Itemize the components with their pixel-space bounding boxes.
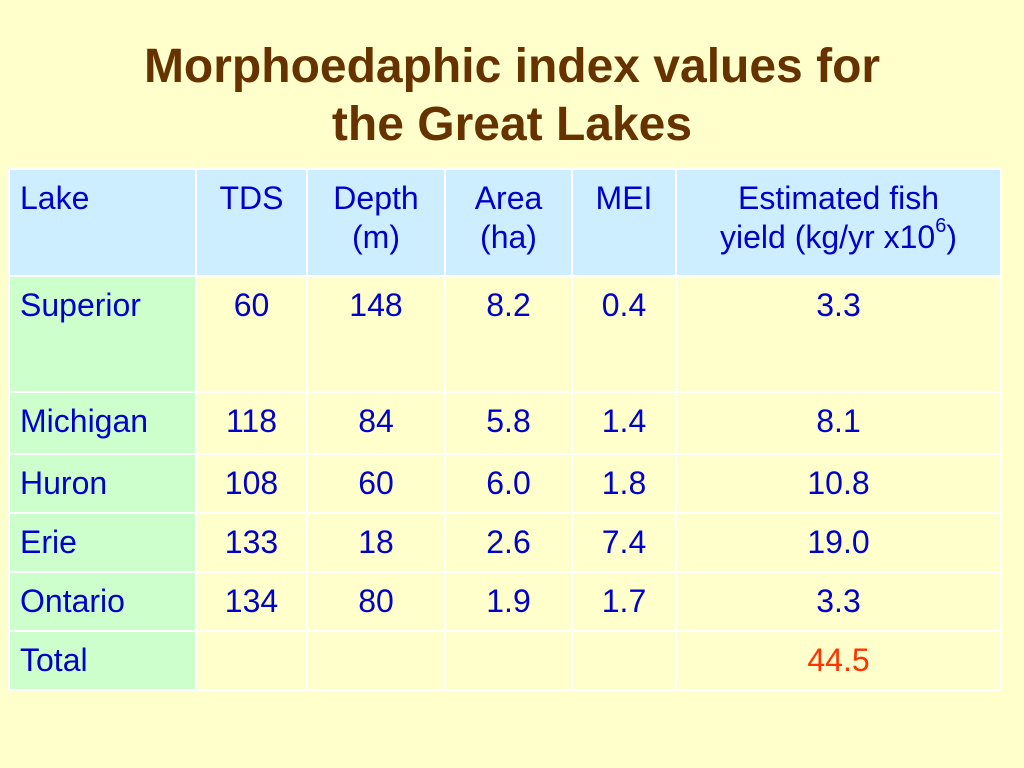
header-yield-line-1: Estimated fish: [738, 180, 939, 216]
cell-yield: 8.1: [675, 391, 1002, 455]
slide-title-line-1: Morphoedaphic index values for: [143, 40, 881, 93]
table-row-superior: Superior 60 148 8.2 0.4 3.3: [8, 275, 1002, 393]
slide-title: Morphoedaphic index values for the Great…: [0, 38, 1024, 154]
cell-mei: 1.4: [571, 391, 677, 455]
cell-mei: 1.8: [571, 453, 677, 514]
header-area-line-2: (ha): [480, 219, 537, 255]
table-row-erie: Erie 133 18 2.6 7.4 19.0: [8, 512, 1002, 573]
cell-depth: 18: [306, 512, 446, 573]
cell-area: 8.2: [444, 275, 573, 393]
header-yield-line-2-prefix: yield (kg/yr x10: [720, 219, 936, 255]
cell-lake: Erie: [8, 512, 197, 573]
cell-yield: 10.8: [675, 453, 1002, 514]
cell-total-yield: 44.5: [675, 630, 1002, 691]
cell-depth: 148: [306, 275, 446, 393]
cell-tds: 133: [195, 512, 308, 573]
cell-total-depth: [306, 630, 446, 691]
table-row-total: Total 44.5: [8, 630, 1002, 691]
header-mei: MEI: [571, 168, 677, 277]
cell-mei: 7.4: [571, 512, 677, 573]
header-yield-line-2-suffix: ): [946, 219, 957, 255]
cell-mei: 1.7: [571, 571, 677, 632]
cell-tds: 118: [195, 391, 308, 455]
cell-total-tds: [195, 630, 308, 691]
cell-area: 2.6: [444, 512, 573, 573]
cell-area: 1.9: [444, 571, 573, 632]
cell-tds: 108: [195, 453, 308, 514]
cell-lake: Superior: [8, 275, 197, 393]
cell-yield: 3.3: [675, 571, 1002, 632]
header-depth-line-2: (m): [352, 219, 400, 255]
great-lakes-table: Lake TDS Depth (m) Area (ha) MEI Estimat…: [8, 168, 1002, 691]
cell-yield: 19.0: [675, 512, 1002, 573]
cell-depth: 80: [306, 571, 446, 632]
cell-lake: Ontario: [8, 571, 197, 632]
table-row-huron: Huron 108 60 6.0 1.8 10.8: [8, 453, 1002, 514]
header-fish-yield: Estimated fish yield (kg/yr x106): [675, 168, 1002, 277]
cell-yield: 3.3: [675, 275, 1002, 393]
cell-total-mei: [571, 630, 677, 691]
header-area: Area (ha): [444, 168, 573, 277]
header-depth-line-1: Depth: [333, 180, 419, 216]
cell-area: 6.0: [444, 453, 573, 514]
cell-mei: 0.4: [571, 275, 677, 393]
table-header-row: Lake TDS Depth (m) Area (ha) MEI Estimat…: [8, 168, 1002, 277]
cell-area: 5.8: [444, 391, 573, 455]
cell-tds: 60: [195, 275, 308, 393]
header-area-line-1: Area: [474, 180, 543, 216]
header-yield-superscript: 6: [935, 215, 947, 238]
header-tds: TDS: [195, 168, 308, 277]
cell-lake: Michigan: [8, 391, 197, 455]
cell-depth: 60: [306, 453, 446, 514]
slide-title-line-2: the Great Lakes: [331, 98, 693, 151]
cell-lake: Huron: [8, 453, 197, 514]
table-row-ontario: Ontario 134 80 1.9 1.7 3.3: [8, 571, 1002, 632]
cell-total-label: Total: [8, 630, 197, 691]
cell-depth: 84: [306, 391, 446, 455]
cell-total-area: [444, 630, 573, 691]
table-row-michigan: Michigan 118 84 5.8 1.4 8.1: [8, 391, 1002, 455]
header-lake: Lake: [8, 168, 197, 277]
cell-tds: 134: [195, 571, 308, 632]
header-depth: Depth (m): [306, 168, 446, 277]
